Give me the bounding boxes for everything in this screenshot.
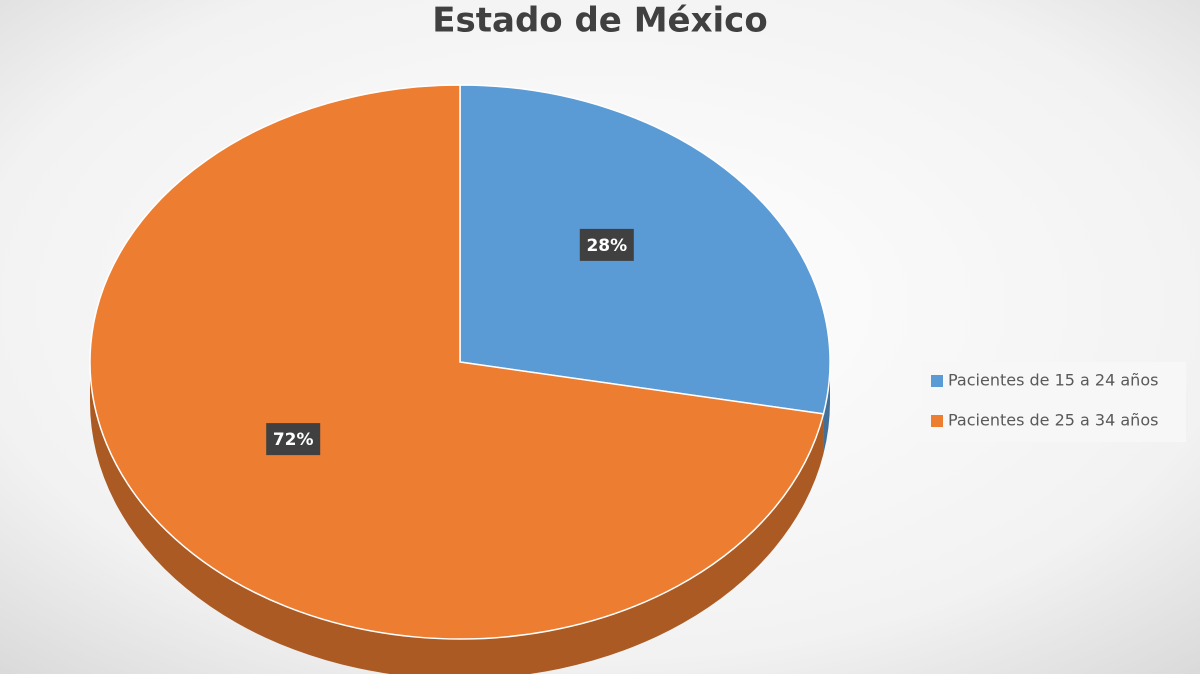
legend-box xyxy=(922,362,1186,442)
legend-swatch xyxy=(931,375,943,387)
legend-swatch xyxy=(931,415,943,427)
pie-side xyxy=(823,362,830,454)
pie-slice xyxy=(89,84,825,640)
data-label-box xyxy=(266,423,321,456)
legend-label: Pacientes de 15 a 24 años xyxy=(948,371,1158,390)
data-label: 28% xyxy=(586,236,627,256)
data-label-box xyxy=(579,228,634,261)
pie-slice xyxy=(459,84,831,415)
chart-title: Estado de México xyxy=(432,1,767,41)
data-label: 72% xyxy=(273,430,314,450)
legend-label: Pacientes de 25 a 34 años xyxy=(948,411,1158,430)
